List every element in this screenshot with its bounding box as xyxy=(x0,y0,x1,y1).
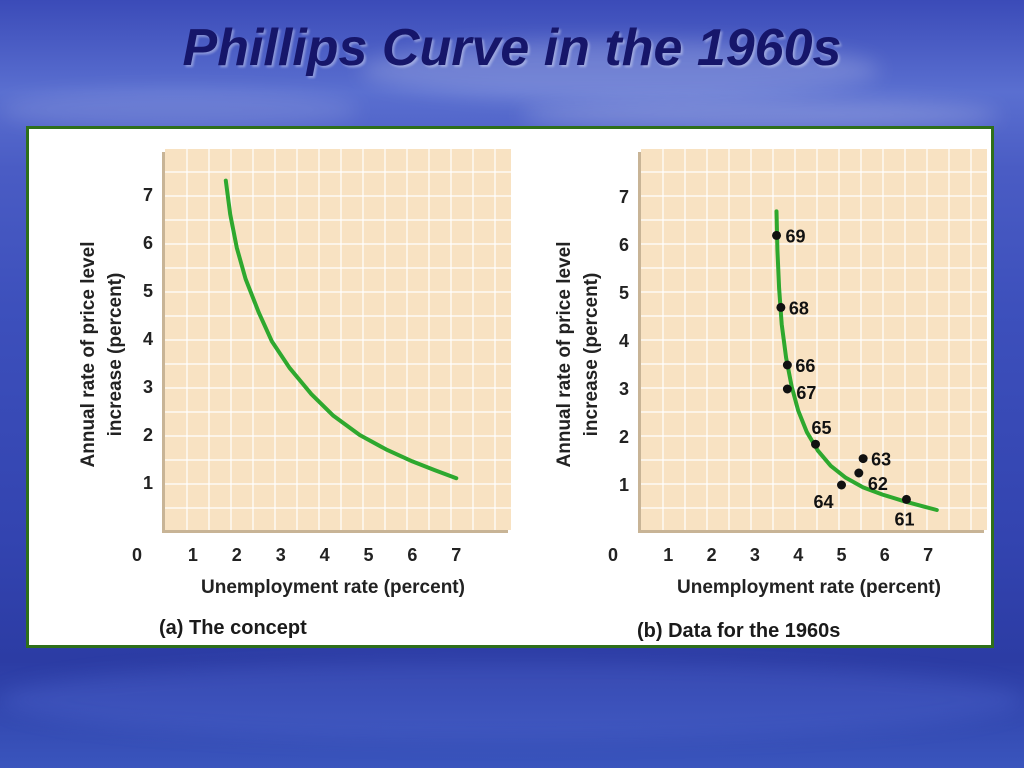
background-cloud xyxy=(0,90,360,130)
y-tick-label: 1 xyxy=(619,475,629,495)
slide-title: Phillips Curve in the 1960s xyxy=(182,19,842,77)
x-tick-label: 4 xyxy=(793,545,803,565)
data-point xyxy=(782,384,792,394)
x-tick-label: 5 xyxy=(836,545,846,565)
y-tick-label: 7 xyxy=(143,185,153,205)
background-cloud xyxy=(360,40,880,100)
phillips-curve xyxy=(223,178,459,481)
data-point xyxy=(837,480,846,490)
y-tick-label: 1 xyxy=(143,473,153,493)
data-point xyxy=(901,494,911,504)
x-tick-label: 7 xyxy=(451,545,461,565)
figure-panel: 1 2 3 4 5 6 7 0 1 2 3 4 5 6 7 Unemployment rate (percen… xyxy=(26,126,994,648)
data-point-label: 69 xyxy=(786,226,806,246)
background-cloud xyxy=(520,100,1000,130)
x-axis-label: Unemployment rate (percent) xyxy=(201,577,465,598)
y-axis-label: Annual rate of price level xyxy=(78,242,99,468)
data-point-label: 67 xyxy=(796,383,816,403)
x-tick-label: 2 xyxy=(232,545,242,565)
x-tick-label: 7 xyxy=(923,545,933,565)
y-axis-label: increase (percent) xyxy=(105,273,126,437)
x-tick-label: 1 xyxy=(188,545,198,565)
x-axis-label: Unemployment rate (percent) xyxy=(677,577,941,598)
y-tick-label: 6 xyxy=(143,233,153,253)
background-water xyxy=(0,660,1024,740)
data-point-label: 62 xyxy=(868,474,888,494)
data-point xyxy=(782,360,792,370)
y-tick-label: 3 xyxy=(619,379,629,399)
x-tick-label: 6 xyxy=(407,545,417,565)
chart-caption: (a) The concept xyxy=(159,617,307,639)
y-tick-label: 2 xyxy=(619,427,629,447)
x-tick-label: 3 xyxy=(750,545,760,565)
data-point xyxy=(776,302,786,312)
x-tick-label: 5 xyxy=(363,545,373,565)
data-point-label: 64 xyxy=(814,492,834,512)
data-point xyxy=(858,454,868,464)
y-tick-label: 3 xyxy=(143,377,153,397)
y-tick-label: 2 xyxy=(143,425,153,445)
y-tick-label: 4 xyxy=(619,331,629,351)
data-point xyxy=(854,468,864,478)
data-point xyxy=(811,439,821,449)
x-tick-label: 6 xyxy=(880,545,890,565)
data-point xyxy=(772,230,782,240)
y-tick-label: 6 xyxy=(619,235,629,255)
y-tick-label: 4 xyxy=(143,329,153,349)
data-point-label: 68 xyxy=(789,298,809,318)
x-tick-label: 2 xyxy=(707,545,717,565)
chart-caption: (b) Data for the 1960s xyxy=(637,620,840,642)
y-tick-label: 5 xyxy=(619,283,629,303)
y-tick-label: 5 xyxy=(143,281,153,301)
x-tick-label: 1 xyxy=(663,545,673,565)
chart-concept: 1 2 3 4 5 6 7 0 1 2 3 4 5 6 7 Unemployment rate (percen… xyxy=(78,149,511,639)
x-tick-label: 3 xyxy=(276,545,286,565)
data-point-label: 65 xyxy=(812,418,832,438)
y-axis-label: increase (percent) xyxy=(581,273,602,437)
y-tick-label: 7 xyxy=(619,187,629,207)
data-point-label: 61 xyxy=(894,509,914,529)
x-tick-label: 4 xyxy=(320,545,330,565)
x-tick-label: 0 xyxy=(132,545,142,565)
data-point-label: 66 xyxy=(795,356,815,376)
x-tick-label: 0 xyxy=(608,545,618,565)
data-point-label: 63 xyxy=(871,450,891,470)
y-axis-label: Annual rate of price level xyxy=(554,242,575,468)
